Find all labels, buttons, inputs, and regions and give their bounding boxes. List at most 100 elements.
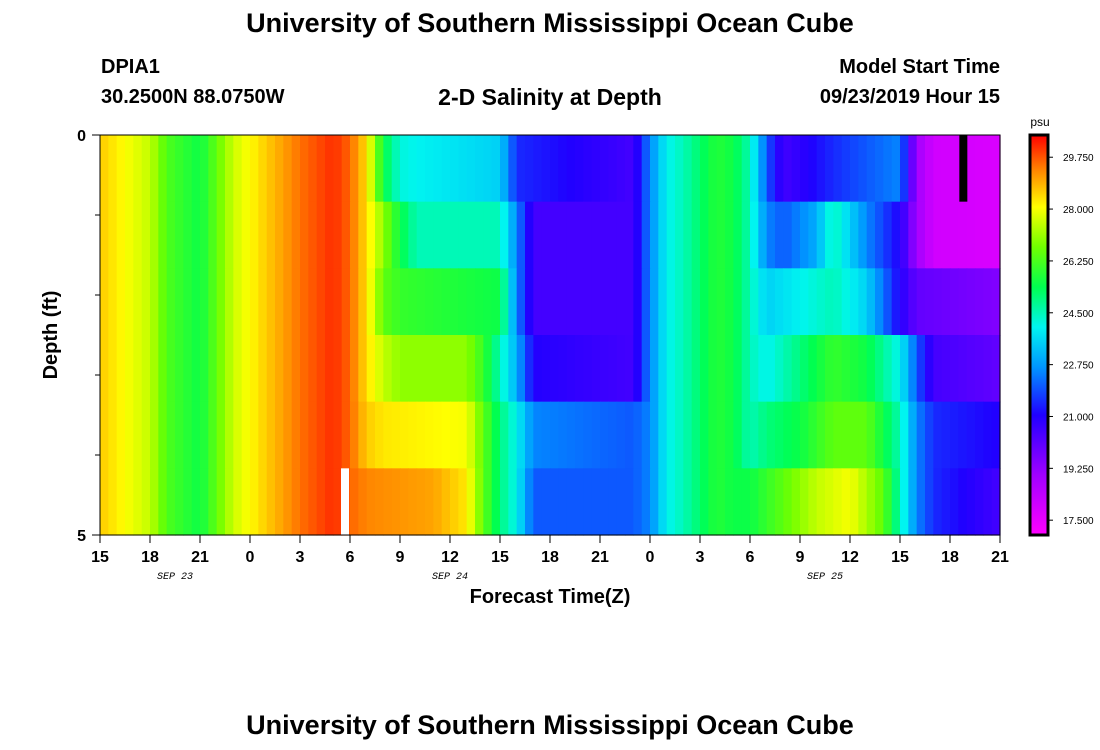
heatmap-cell (750, 335, 759, 403)
heatmap-cell (208, 401, 218, 469)
heatmap-cell (891, 135, 901, 203)
heatmap-cell (241, 468, 251, 536)
heatmap-cell (875, 335, 884, 403)
heatmap-cell (383, 335, 393, 403)
heatmap-cell (158, 201, 168, 269)
heatmap-cell (733, 135, 743, 203)
heatmap-cell (441, 135, 451, 203)
heatmap-cell (883, 335, 893, 403)
heatmap-cell (741, 335, 751, 403)
heatmap-cell (791, 268, 801, 336)
heatmap-cell (891, 335, 901, 403)
heatmap-cell (658, 201, 668, 269)
heatmap-cell (516, 201, 526, 269)
heatmap-cell (758, 335, 768, 403)
heatmap-cell (716, 335, 726, 403)
heatmap-cell (141, 135, 151, 203)
heatmap-cell (391, 201, 401, 269)
heatmap-cell (116, 135, 126, 203)
heatmap-cell (508, 335, 518, 403)
heatmap-cell (350, 268, 359, 336)
heatmap-cell (966, 335, 976, 403)
heatmap-cell (975, 468, 984, 536)
heatmap-cell (333, 268, 343, 336)
heatmap-cell (933, 335, 943, 403)
heatmap-cell (133, 335, 143, 403)
heatmap-cell (591, 201, 601, 269)
heatmap-cell (958, 335, 968, 403)
heatmap-cell (316, 335, 326, 403)
heatmap-cell (291, 468, 301, 536)
heatmap-cell (325, 335, 334, 403)
heatmap-cell (650, 335, 659, 403)
heatmap-cell (841, 468, 851, 536)
heatmap-cell (175, 201, 184, 269)
heatmap-cell (591, 335, 601, 403)
date-label: SEP 25 (807, 572, 843, 583)
heatmap-cell (691, 201, 701, 269)
heatmap-cell (983, 335, 993, 403)
heatmap-cell (766, 468, 776, 536)
heatmap-cell (808, 401, 818, 469)
heatmap-cell (258, 401, 268, 469)
heatmap-cell (691, 335, 701, 403)
heatmap-cell (308, 468, 318, 536)
heatmap-cell (516, 335, 526, 403)
heatmap-cell (191, 201, 201, 269)
heatmap-cell (583, 401, 593, 469)
heatmap-cell (358, 401, 368, 469)
x-tick-label: 15 (891, 549, 909, 566)
colorbar-tick-label: 19.250 (1063, 464, 1094, 475)
heatmap-cell (391, 401, 401, 469)
heatmap-cell (391, 468, 401, 536)
heatmap-cell (583, 135, 593, 203)
heatmap-cell (483, 268, 493, 336)
heatmap-cell (325, 135, 334, 203)
heatmap-cell (691, 268, 701, 336)
heatmap-cell (616, 335, 626, 403)
heatmap-cell (225, 201, 234, 269)
heatmap-cell (925, 335, 934, 403)
heatmap-cell (683, 135, 693, 203)
heatmap-cell (783, 201, 793, 269)
heatmap-cell (833, 468, 843, 536)
heatmap-cell (283, 268, 293, 336)
heatmap-cell (841, 201, 851, 269)
heatmap-cell (550, 201, 559, 269)
heatmap-cell (250, 468, 259, 536)
heatmap-cell (333, 135, 343, 203)
colorbar-tick-label: 26.250 (1063, 257, 1094, 268)
heatmap-cell (591, 468, 601, 536)
heatmap-cell (675, 335, 684, 403)
heatmap-cell (558, 335, 568, 403)
heatmap-cell (433, 135, 443, 203)
heatmap-cell (733, 268, 743, 336)
heatmap-cell (866, 201, 876, 269)
heatmap-cell (950, 201, 959, 269)
heatmap-cell (258, 268, 268, 336)
heatmap-cell (441, 335, 451, 403)
heatmap-cell (633, 201, 643, 269)
heatmap-cell (216, 201, 226, 269)
heatmap-cell (333, 401, 343, 469)
heatmap-cell (641, 468, 651, 536)
heatmap-cell (791, 201, 801, 269)
heatmap-cell (500, 201, 509, 269)
heatmap-cell (283, 135, 293, 203)
heatmap-cell (575, 135, 584, 203)
heatmap-cell (116, 268, 126, 336)
heatmap-cell (200, 335, 209, 403)
heatmap-cell (491, 468, 501, 536)
heatmap-cell (266, 335, 276, 403)
heatmap-cell (408, 135, 418, 203)
heatmap-cell (566, 135, 576, 203)
heatmap-cell (541, 401, 551, 469)
heatmap-cell (600, 201, 609, 269)
heatmap-cell (141, 201, 151, 269)
heatmap-cell (833, 401, 843, 469)
heatmap-cell (116, 401, 126, 469)
heatmap-cell (983, 201, 993, 269)
heatmap-cell (825, 135, 834, 203)
heatmap-cell (783, 401, 793, 469)
heatmap-cell (608, 135, 618, 203)
